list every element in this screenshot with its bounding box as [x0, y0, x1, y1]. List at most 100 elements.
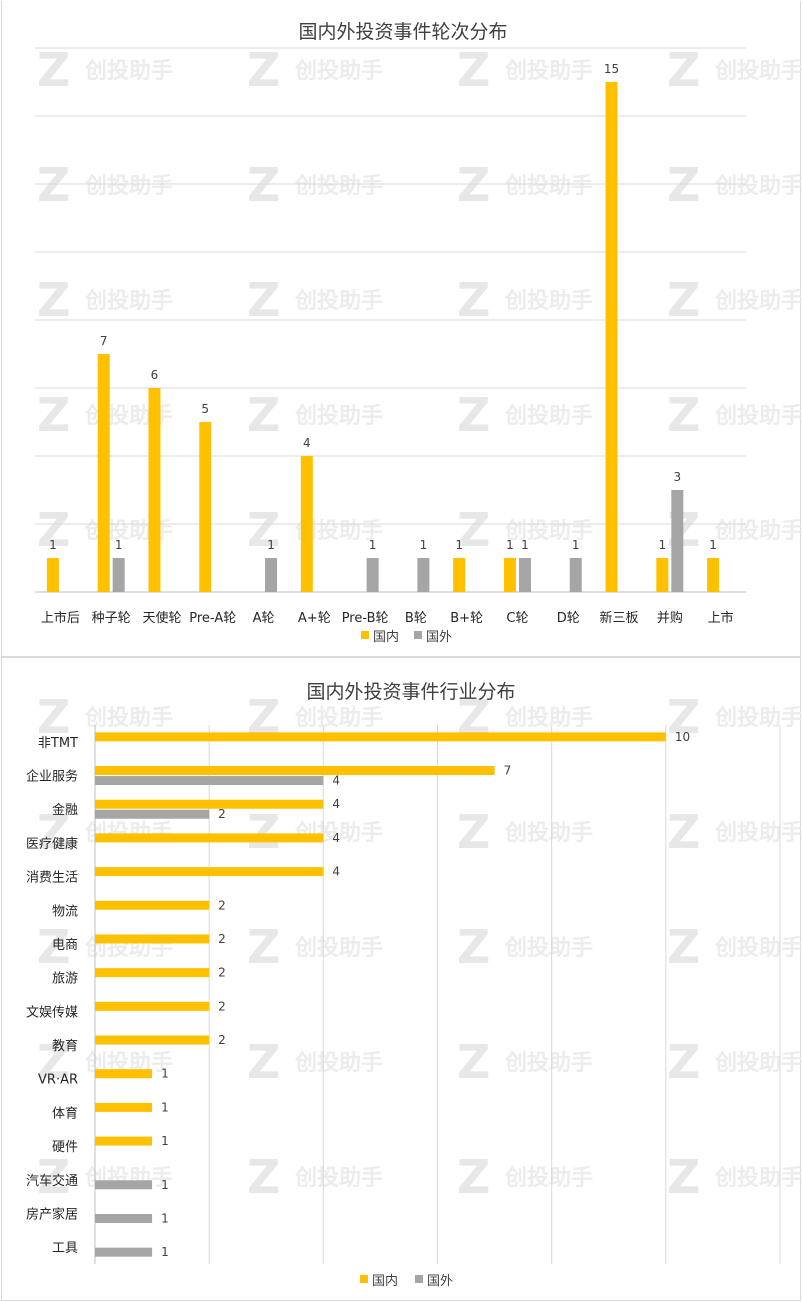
y-tick-label: 物流 [52, 904, 78, 919]
x-tick-label: A+轮 [298, 611, 331, 626]
watermark-text: 创投助手 [294, 936, 383, 961]
watermark-text: 创投助手 [294, 404, 383, 429]
watermark-text: 创投助手 [504, 706, 593, 731]
y-tick-label: 医疗健康 [26, 836, 78, 852]
legend-swatch [360, 1275, 368, 1283]
watermark-text: 创投助手 [84, 174, 173, 199]
bar-foreign [95, 776, 324, 786]
y-tick-label: 汽车交通 [26, 1173, 78, 1189]
watermark-text: 创投助手 [504, 1166, 593, 1191]
watermark-logo: Z [457, 43, 490, 97]
watermark-text: 创投助手 [714, 174, 802, 199]
watermark-logo: Z [247, 1035, 280, 1089]
data-label: 1 [161, 1178, 169, 1192]
bar-domestic [453, 558, 466, 592]
data-label: 1 [115, 538, 123, 552]
x-tick-label: B轮 [405, 611, 427, 626]
bar-domestic [148, 388, 161, 592]
watermark-text: 创投助手 [714, 1051, 802, 1076]
data-label: 1 [521, 538, 529, 552]
watermark-text: 创投助手 [294, 706, 383, 731]
watermark-text: 创投助手 [714, 404, 802, 429]
watermark-logo: Z [37, 690, 70, 744]
bar-domestic [95, 934, 210, 944]
data-label: 7 [504, 764, 512, 778]
y-tick-label: 电商 [52, 938, 78, 953]
round-distribution-chart: Z 创投助手 Z 创投助手 Z 创投助手 Z 创投助手 Z 创投助手 Z 创投助手 Z 创投助手 Z 创投助手… [35, 21, 802, 645]
watermark-logo: Z [37, 388, 70, 442]
data-label: 2 [218, 932, 226, 946]
industry-distribution-chart: Z 创投助手 Z 创投助手 Z 创投助手 Z 创投助手 Z 创投助手 Z 创投助手 Z 创投助手 Z 创投助手… [26, 681, 802, 1289]
data-label: 1 [455, 538, 463, 552]
bars [46, 82, 720, 592]
bar-domestic [95, 900, 210, 910]
watermark-logo: Z [37, 1035, 70, 1089]
legend-swatch [414, 631, 422, 639]
y-tick-label: 教育 [52, 1038, 78, 1054]
bar-foreign [95, 1247, 153, 1257]
x-tick-label: 天使轮 [142, 610, 181, 626]
watermark-logo: Z [247, 1150, 280, 1204]
x-tick-label: C轮 [506, 611, 528, 626]
y-tick-label: 消费生活 [26, 871, 78, 886]
watermark-logo: Z [667, 43, 700, 97]
watermark-logo: Z [37, 273, 70, 327]
data-label: 7 [100, 334, 108, 348]
legend-swatch [415, 1275, 423, 1283]
data-labels: 10 7 4 4 2 4 4 2 2 2 2 2 1 1 1 1 1 1 [161, 730, 690, 1259]
bar-domestic [95, 1001, 210, 1011]
bar-domestic [503, 558, 516, 592]
data-label: 6 [151, 368, 159, 382]
watermark-text: 创投助手 [714, 289, 802, 314]
watermark-text: 创投助手 [504, 404, 593, 429]
bar-domestic [300, 456, 313, 592]
watermark-logo: Z [457, 1035, 490, 1089]
watermark-logo: Z [247, 920, 280, 974]
watermark-logo: Z [457, 805, 490, 859]
bar-domestic [199, 422, 212, 592]
data-label: 1 [267, 538, 275, 552]
chart-title: 国内外投资事件轮次分布 [298, 21, 507, 43]
bar-domestic [707, 558, 720, 592]
watermark-logo: Z [457, 920, 490, 974]
data-label: 1 [49, 538, 57, 552]
watermark-logo: Z [37, 805, 70, 859]
watermark-logo: Z [457, 1150, 490, 1204]
data-label: 4 [332, 865, 340, 879]
legend: 国内 国外 [361, 629, 452, 645]
bar-foreign [569, 558, 582, 592]
data-label: 1 [161, 1067, 169, 1081]
legend-label: 国内 [373, 629, 399, 645]
data-label: 1 [572, 538, 580, 552]
watermark-logo: Z [457, 273, 490, 327]
round-distribution-panel: Z 创投助手 Z 创投助手 Z 创投助手 Z 创投助手 Z 创投助手 Z 创投助手 Z 创投助手 Z 创投助手… [1, 1, 802, 657]
watermark-text: 创投助手 [504, 936, 593, 961]
data-label: 2 [218, 898, 226, 912]
watermark-text: 创投助手 [714, 936, 802, 961]
bar-domestic [95, 1035, 210, 1045]
data-label: 2 [218, 966, 226, 980]
legend: 国内 国外 [360, 1273, 453, 1289]
data-label: 1 [161, 1245, 169, 1259]
bar-foreign [366, 558, 379, 592]
watermark-logo: Z [247, 158, 280, 212]
watermark-text: 创投助手 [504, 519, 593, 544]
bar-domestic [95, 867, 324, 877]
data-label: 2 [218, 1033, 226, 1047]
watermark-logo: Z [667, 158, 700, 212]
watermark-text: 创投助手 [714, 519, 802, 544]
legend-label: 国内 [372, 1273, 398, 1289]
watermark-text: 创投助手 [504, 59, 593, 84]
bar-foreign [417, 558, 430, 592]
legend-label: 国外 [427, 1274, 453, 1289]
y-tick-label: 金融 [52, 802, 78, 818]
data-label: 5 [201, 402, 209, 416]
watermark-logo: Z [37, 43, 70, 97]
watermark-text: 创投助手 [294, 1166, 383, 1191]
data-label: 1 [659, 538, 667, 552]
watermark-logo: Z [37, 920, 70, 974]
data-label: 1 [506, 538, 514, 552]
bar-foreign [95, 1213, 153, 1223]
